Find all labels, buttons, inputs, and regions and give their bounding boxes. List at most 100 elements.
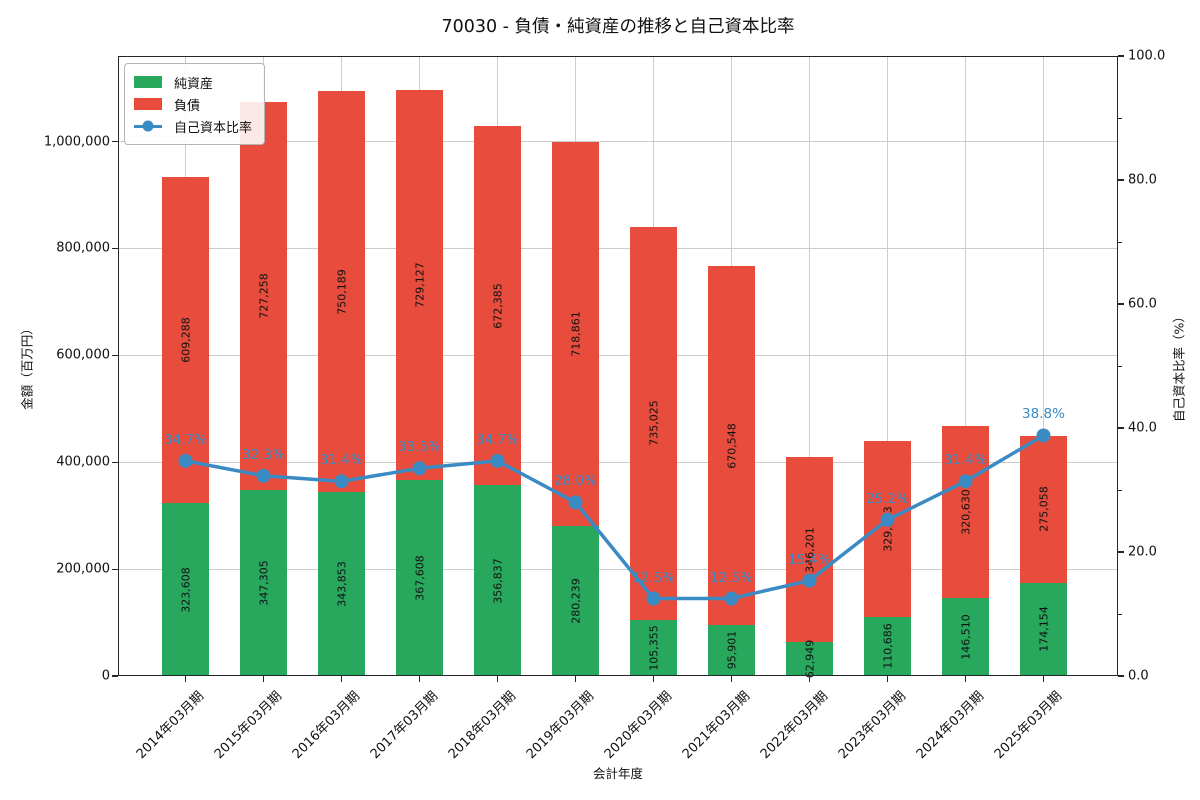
y-axis-tick-label-left: 600,000	[56, 347, 110, 363]
liabilities-swatch-icon	[134, 98, 162, 110]
equity-ratio-line	[178, 428, 1051, 606]
equity-ratio-value-label: 28.0%	[554, 473, 597, 490]
x-axis-tick-label: 2025年03月期	[991, 688, 1065, 763]
equity-ratio-marker	[646, 591, 661, 606]
y-axis-minor-tick-right	[1118, 489, 1122, 491]
liabilities-bar-segment	[474, 125, 521, 486]
net-assets-bar-segment	[708, 624, 755, 676]
y-axis-tick-left	[112, 247, 118, 249]
x-axis-tick-label: 2020年03月期	[601, 688, 675, 763]
x-axis-tick-label: 2017年03月期	[367, 688, 441, 763]
gridline-horizontal	[118, 354, 1118, 356]
y-axis-tick-right	[1118, 427, 1124, 429]
net-assets-bar-segment	[552, 526, 599, 676]
y-axis-tick-label-right: 20.0	[1128, 544, 1157, 560]
y-axis-tick-label-left: 0	[101, 668, 110, 684]
equity-ratio-marker	[802, 573, 817, 588]
liabilities-bar-segment	[708, 266, 755, 625]
legend: 純資産 負債 自己資本比率	[124, 63, 266, 145]
x-axis-tick	[418, 676, 421, 682]
gridline-horizontal	[118, 568, 1118, 570]
legend-item-net-assets: 純資産	[134, 71, 252, 93]
gridline-vertical	[965, 56, 966, 676]
equity-ratio-marker	[958, 474, 973, 489]
liabilities-bar-segment	[318, 91, 365, 493]
x-axis-tick	[262, 676, 265, 682]
x-axis-tick	[886, 676, 889, 682]
x-axis-label: 会計年度	[592, 766, 644, 781]
gridline-horizontal	[118, 461, 1118, 463]
net-assets-bar-segment	[1020, 582, 1067, 676]
net-assets-bar-segment	[864, 616, 911, 676]
liabilities-bar-segment	[1020, 435, 1067, 583]
equity-ratio-marker	[880, 512, 895, 527]
y-axis-tick-right	[1118, 303, 1124, 305]
y-axis-tick-label-left: 200,000	[56, 561, 110, 577]
y-axis-tick-right	[1118, 551, 1124, 553]
equity-ratio-value-label: 34.7%	[164, 431, 207, 448]
liabilities-bar-segment	[786, 457, 833, 643]
x-axis-tick	[1042, 676, 1045, 682]
liabilities-bar-segment	[162, 177, 209, 504]
x-axis-tick-label: 2016年03月期	[289, 688, 363, 763]
x-axis-tick-label: 2019年03月期	[523, 688, 597, 763]
y-axis-tick-label-right: 60.0	[1128, 296, 1157, 312]
equity-ratio-marker	[334, 474, 349, 489]
net-assets-bar-segment	[162, 503, 209, 676]
liabilities-bar-segment	[396, 89, 443, 480]
equity-ratio-value-label: 38.8%	[1022, 406, 1065, 423]
y-axis-tick-right	[1118, 675, 1124, 677]
chart-title: 70030 - 負債・純資産の推移と自己資本比率	[441, 17, 795, 37]
net-assets-bar-segment	[240, 490, 287, 676]
y-axis-minor-tick-right	[1118, 613, 1122, 615]
liabilities-bar-segment	[942, 426, 989, 598]
gridline-vertical	[809, 56, 810, 676]
equity-ratio-marker	[1036, 428, 1051, 443]
legend-label-equity-ratio: 自己資本比率	[174, 120, 253, 136]
equity-ratio-marker	[178, 453, 193, 468]
y-axis-tick-label-left: 800,000	[56, 240, 110, 256]
liabilities-bar-segment	[240, 101, 287, 491]
net-assets-bar-segment	[318, 492, 365, 676]
x-axis-tick	[808, 676, 811, 682]
legend-label-liabilities: 負債	[174, 98, 201, 114]
equity-ratio-marker	[490, 453, 505, 468]
legend-item-equity-ratio: 自己資本比率	[134, 115, 252, 137]
x-axis-tick-label: 2021年03月期	[679, 688, 753, 763]
y-axis-minor-tick-right	[1118, 365, 1122, 367]
x-axis-tick	[340, 676, 343, 682]
equity-ratio-line-marker-icon	[134, 120, 162, 132]
equity-ratio-value-label: 12.5%	[710, 569, 753, 586]
equity-ratio-marker	[256, 468, 271, 483]
equity-ratio-value-label: 31.4%	[320, 452, 363, 469]
y-axis-tick-left	[112, 354, 118, 356]
x-axis-tick-label: 2024年03月期	[913, 688, 987, 763]
equity-ratio-value-label: 31.4%	[944, 452, 987, 469]
equity-ratio-value-label: 34.7%	[476, 431, 519, 448]
y-axis-tick-label-left: 1,000,000	[43, 134, 110, 150]
gridline-vertical	[887, 56, 888, 676]
y-axis-tick-label-left: 400,000	[56, 454, 110, 470]
y-axis-tick-label-right: 0.0	[1128, 668, 1149, 684]
equity-ratio-marker	[724, 591, 739, 606]
x-axis-tick	[730, 676, 733, 682]
x-axis-tick	[184, 676, 187, 682]
legend-label-net-assets: 純資産	[174, 76, 214, 92]
x-axis-tick	[964, 676, 967, 682]
x-axis-tick	[496, 676, 499, 682]
equity-ratio-marker	[412, 461, 427, 476]
equity-ratio-value-label: 25.2%	[866, 490, 909, 507]
y-axis-label-right: 自己資本比率（%）	[1171, 310, 1187, 422]
y-axis-tick-label-right: 80.0	[1128, 172, 1157, 188]
gridline-horizontal	[118, 247, 1118, 249]
y-axis-tick-left	[112, 675, 118, 677]
equity-ratio-value-label: 33.5%	[398, 439, 441, 456]
x-axis-tick-label: 2022年03月期	[757, 688, 831, 763]
y-axis-tick-right	[1118, 55, 1124, 57]
legend-item-liabilities: 負債	[134, 93, 252, 115]
liabilities-bar-segment	[552, 141, 599, 527]
net-assets-bar-segment	[474, 485, 521, 676]
y-axis-label-left: 金額（百万円）	[19, 322, 35, 410]
liabilities-bar-segment	[630, 226, 677, 620]
y-axis-tick-right	[1118, 179, 1124, 181]
